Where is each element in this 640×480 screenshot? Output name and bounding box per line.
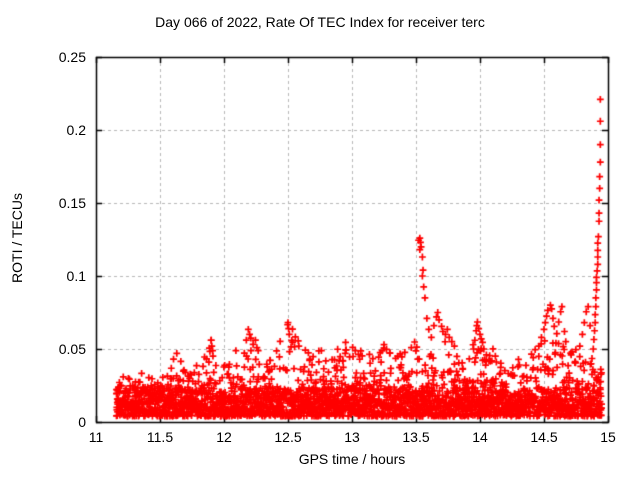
x-tick-label: 14: [472, 429, 488, 445]
x-tick-label: 13: [344, 429, 360, 445]
x-tick-label: 11.5: [146, 429, 174, 445]
x-axis-title: GPS time / hours: [298, 451, 406, 467]
x-tick-label: 12: [216, 429, 232, 445]
y-axis-title: ROTI / TECUs: [9, 193, 25, 283]
x-tick-label: 13.5: [402, 429, 430, 445]
x-tick-label: 14.5: [530, 429, 558, 445]
x-tick-label: 11: [88, 429, 104, 445]
y-tick-label: 0.25: [58, 49, 86, 65]
y-tick-label: 0.1: [66, 268, 86, 284]
y-tick-label: 0.05: [58, 341, 86, 357]
y-tick-label: 0.15: [58, 195, 86, 211]
x-tick-label: 12.5: [274, 429, 302, 445]
y-tick-label: 0.2: [66, 122, 86, 138]
chart-title: Day 066 of 2022, Rate Of TEC Index for r…: [155, 14, 485, 30]
y-tick-label: 0: [78, 414, 86, 430]
x-tick-label: 15: [600, 429, 616, 445]
